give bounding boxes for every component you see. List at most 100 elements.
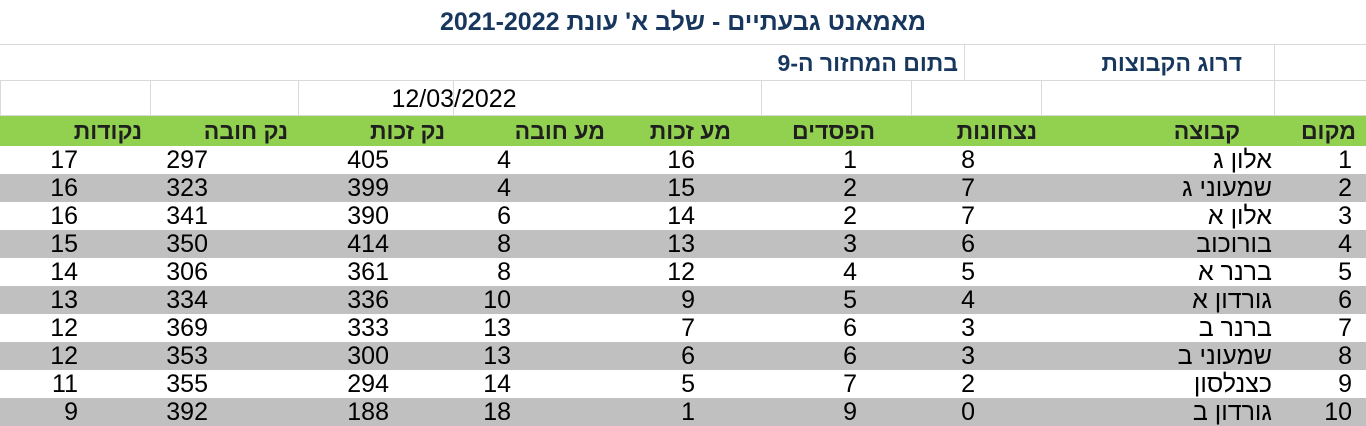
cell-points-for[interactable]: 336 (298, 286, 453, 314)
cell-wins[interactable]: 8 (911, 146, 1041, 174)
header-sets-for[interactable]: מע זכות (611, 116, 761, 146)
cell-sets-against[interactable]: 13 (453, 314, 611, 342)
cell-sets-for[interactable]: 16 (611, 146, 761, 174)
cell-sets-against[interactable]: 8 (453, 230, 611, 258)
cell-sets-for[interactable]: 15 (611, 174, 761, 202)
cell-points-against[interactable]: 350 (150, 230, 298, 258)
cell-points-for[interactable]: 333 (298, 314, 453, 342)
cell-points[interactable]: 14 (0, 258, 150, 286)
cell-losses[interactable]: 4 (761, 258, 911, 286)
date-cell[interactable] (611, 80, 761, 116)
cell-losses[interactable]: 3 (761, 230, 911, 258)
cell-sets-for[interactable]: 9 (611, 286, 761, 314)
date-blank-3[interactable] (911, 80, 1041, 116)
cell-points-against[interactable]: 355 (150, 370, 298, 398)
cell-sets-against[interactable]: 18 (453, 398, 611, 426)
cell-wins[interactable]: 5 (911, 258, 1041, 286)
date-blank-1[interactable] (1274, 80, 1366, 116)
date-cell-merged[interactable]: 12/03/2022 (391, 80, 611, 116)
cell-wins[interactable]: 3 (911, 342, 1041, 370)
cell-sets-for[interactable]: 13 (611, 230, 761, 258)
cell-losses[interactable]: 5 (761, 286, 911, 314)
cell-rank[interactable]: 4 (1274, 230, 1366, 258)
cell-rank[interactable]: 5 (1274, 258, 1366, 286)
cell-points-against[interactable]: 306 (150, 258, 298, 286)
cell-wins[interactable]: 6 (911, 230, 1041, 258)
cell-sets-for[interactable]: 6 (611, 342, 761, 370)
cell-wins[interactable]: 3 (911, 314, 1041, 342)
cell-rank[interactable]: 3 (1274, 202, 1366, 230)
cell-points-against[interactable]: 297 (150, 146, 298, 174)
date-blank-5[interactable] (298, 80, 453, 116)
cell-points-against[interactable]: 334 (150, 286, 298, 314)
cell-losses[interactable]: 6 (761, 314, 911, 342)
cell-points-against[interactable]: 369 (150, 314, 298, 342)
cell-team[interactable]: ברנר א (1041, 258, 1274, 286)
cell-team[interactable]: שמעוני ב (1041, 342, 1274, 370)
subtitle-blank-right[interactable] (1274, 45, 1366, 81)
cell-points[interactable]: 16 (0, 174, 150, 202)
cell-points-against[interactable]: 341 (150, 202, 298, 230)
cell-points[interactable]: 9 (0, 398, 150, 426)
cell-team[interactable]: ברנר ב (1041, 314, 1274, 342)
cell-rank[interactable]: 10 (1274, 398, 1366, 426)
cell-points-for[interactable]: 361 (298, 258, 453, 286)
subtitle-ranking-cell[interactable]: דרוג הקבוצות (964, 45, 1274, 81)
cell-sets-for[interactable]: 1 (611, 398, 761, 426)
cell-points[interactable]: 12 (0, 314, 150, 342)
cell-points[interactable]: 12 (0, 342, 150, 370)
cell-points-for[interactable]: 294 (298, 370, 453, 398)
cell-team[interactable]: אלון ג (1041, 146, 1274, 174)
cell-sets-against[interactable]: 8 (453, 258, 611, 286)
cell-team[interactable]: בורוכוב (1041, 230, 1274, 258)
cell-losses[interactable]: 1 (761, 146, 911, 174)
header-rank[interactable]: מקום (1274, 116, 1366, 146)
cell-points[interactable]: 15 (0, 230, 150, 258)
cell-rank[interactable]: 1 (1274, 146, 1366, 174)
header-wins[interactable]: נצחונות (911, 116, 1041, 146)
header-losses[interactable]: הפסדים (761, 116, 911, 146)
cell-sets-for[interactable]: 5 (611, 370, 761, 398)
cell-points-for[interactable]: 188 (298, 398, 453, 426)
cell-points-for[interactable]: 399 (298, 174, 453, 202)
subtitle-round-cell[interactable]: בתום המחזור ה-9 (0, 45, 964, 81)
cell-points-for[interactable]: 405 (298, 146, 453, 174)
cell-losses[interactable]: 6 (761, 342, 911, 370)
cell-sets-against[interactable]: 14 (453, 370, 611, 398)
header-sets-against[interactable]: מע חובה (453, 116, 611, 146)
cell-losses[interactable]: 2 (761, 174, 911, 202)
cell-points-for[interactable]: 300 (298, 342, 453, 370)
cell-losses[interactable]: 9 (761, 398, 911, 426)
cell-sets-against[interactable]: 13 (453, 342, 611, 370)
date-blank-2[interactable] (1041, 80, 1274, 116)
header-points[interactable]: נקודות (0, 116, 150, 146)
cell-wins[interactable]: 7 (911, 174, 1041, 202)
cell-sets-against[interactable]: 6 (453, 202, 611, 230)
cell-points-for[interactable]: 414 (298, 230, 453, 258)
cell-points-against[interactable]: 353 (150, 342, 298, 370)
cell-points[interactable]: 16 (0, 202, 150, 230)
cell-rank[interactable]: 9 (1274, 370, 1366, 398)
cell-points-for[interactable]: 390 (298, 202, 453, 230)
cell-sets-for[interactable]: 14 (611, 202, 761, 230)
cell-wins[interactable]: 2 (911, 370, 1041, 398)
cell-losses[interactable]: 2 (761, 202, 911, 230)
cell-rank[interactable]: 6 (1274, 286, 1366, 314)
cell-wins[interactable]: 7 (911, 202, 1041, 230)
header-points-against[interactable]: נק חובה (150, 116, 298, 146)
date-blank-4[interactable] (761, 80, 911, 116)
cell-team[interactable]: שמעוני ג (1041, 174, 1274, 202)
cell-rank[interactable]: 8 (1274, 342, 1366, 370)
cell-sets-for[interactable]: 7 (611, 314, 761, 342)
cell-sets-against[interactable]: 4 (453, 174, 611, 202)
cell-team[interactable]: אלון א (1041, 202, 1274, 230)
cell-sets-for[interactable]: 12 (611, 258, 761, 286)
cell-team[interactable]: כצנלסון (1041, 370, 1274, 398)
cell-losses[interactable]: 7 (761, 370, 911, 398)
header-points-for[interactable]: נק זכות (298, 116, 453, 146)
date-blank-6[interactable] (150, 80, 298, 116)
cell-sets-against[interactable]: 10 (453, 286, 611, 314)
date-blank-7[interactable] (0, 80, 150, 116)
cell-points[interactable]: 11 (0, 370, 150, 398)
cell-points[interactable]: 17 (0, 146, 150, 174)
